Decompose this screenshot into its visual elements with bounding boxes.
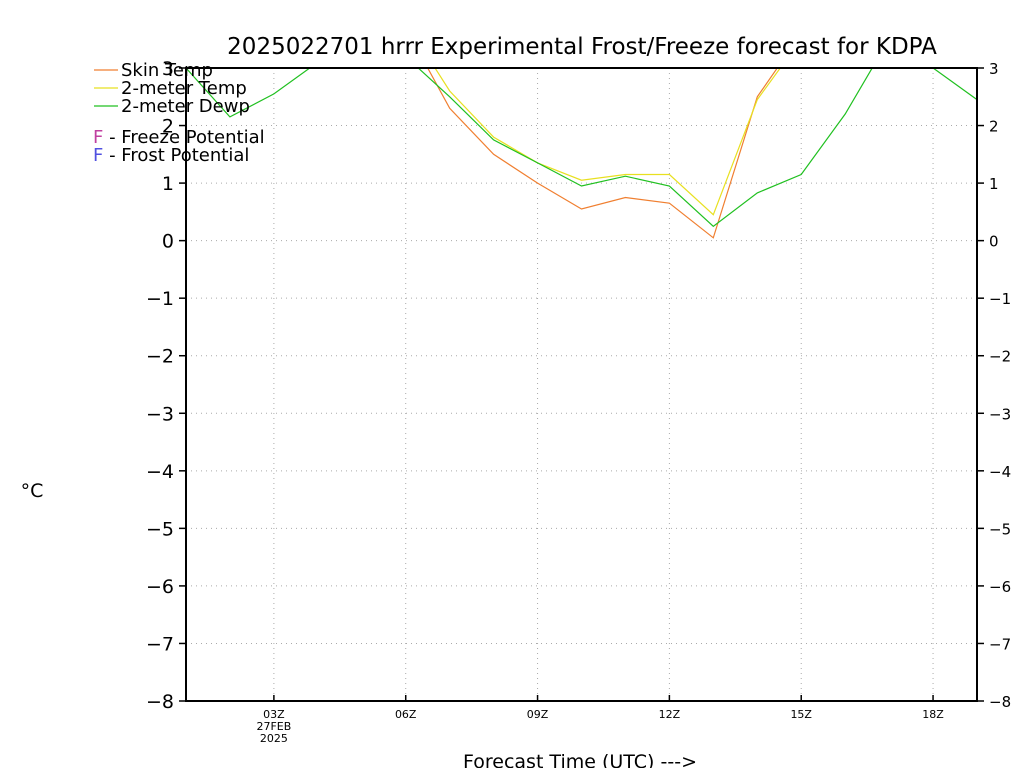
x-tick-label-0-2: 2025: [260, 732, 288, 745]
y-tick-label-left-4: −1: [146, 288, 174, 310]
x-tick-label-0-0: 03Z: [263, 708, 285, 721]
y-axis-right: 3 2 1 0 −1 −2 −3 −4 −5 −6 −7 −8: [977, 60, 1011, 711]
y-tick-label-right-1: 2: [989, 118, 999, 136]
y-tick-label-right-0: 3: [989, 60, 999, 78]
potential-marker-1: F: [93, 145, 103, 166]
x-tick-label-4-0: 15Z: [790, 708, 812, 721]
x-tick-label-5-0: 18Z: [922, 708, 944, 721]
x-tick-label-0-1: 27FEB: [256, 720, 291, 733]
potential-label-1: - Frost Potential: [103, 145, 249, 166]
y-tick-label-left-11: −8: [146, 691, 174, 713]
y-tick-label-right-6: −3: [989, 405, 1011, 423]
y-tick-label-right-8: −5: [989, 520, 1011, 538]
y-tick-label-right-4: −1: [989, 290, 1011, 308]
grid-lines: [186, 68, 977, 701]
y-tick-label-left-0: 3: [162, 58, 174, 80]
plot-frame: [185, 67, 978, 702]
x-tick-label-1-0: 06Z: [395, 708, 417, 721]
y-tick-label-right-9: −6: [989, 578, 1011, 596]
potential-label-0: - Freeze Potential: [103, 127, 264, 148]
legend-label-0: Skin Temp: [121, 60, 213, 81]
x-tick-label-2-0: 09Z: [527, 708, 549, 721]
series-line-2-meter-dewp: [186, 68, 977, 228]
y-tick-label-right-3: 0: [989, 233, 999, 251]
y-tick-label-left-8: −5: [146, 518, 174, 540]
series-line-skin-temp: [427, 68, 779, 239]
y-tick-label-left-2: 1: [162, 173, 174, 195]
y-axis-left: 3 2 1 0 −1 −2 −3 −4 −5 −6 −7 −8: [146, 58, 186, 713]
y-tick-label-left-1: 2: [162, 116, 174, 138]
y-tick-label-left-7: −4: [146, 461, 174, 483]
potential-marker-0: F: [93, 127, 103, 148]
legend-label-2: 2-meter Dewp: [121, 96, 250, 117]
y-tick-label-right-7: −4: [989, 463, 1011, 481]
y-tick-label-left-3: 0: [162, 231, 174, 253]
y-tick-label-left-9: −6: [146, 576, 174, 598]
y-tick-label-right-11: −8: [989, 693, 1011, 711]
y-tick-label-right-2: 1: [989, 175, 999, 193]
x-tick-label-3-0: 12Z: [659, 708, 681, 721]
legend-label-1: 2-meter Temp: [121, 78, 247, 99]
y-tick-label-left-5: −2: [146, 346, 174, 368]
potential-legend-1: F - Frost Potential: [93, 145, 249, 166]
chart-title: 2025022701 hrrr Experimental Frost/Freez…: [227, 34, 937, 60]
potential-legend-0: F - Freeze Potential: [93, 127, 265, 148]
y-tick-label-right-5: −2: [989, 348, 1011, 366]
y-axis-label: °C: [21, 480, 44, 502]
series-line-2-meter-temp: [434, 68, 782, 216]
x-axis-label: Forecast Time (UTC) --->: [463, 751, 697, 768]
series-lines: [186, 68, 977, 239]
y-tick-label-left-10: −7: [146, 633, 174, 655]
y-tick-label-right-10: −7: [989, 635, 1011, 653]
y-tick-label-left-6: −3: [146, 403, 174, 425]
